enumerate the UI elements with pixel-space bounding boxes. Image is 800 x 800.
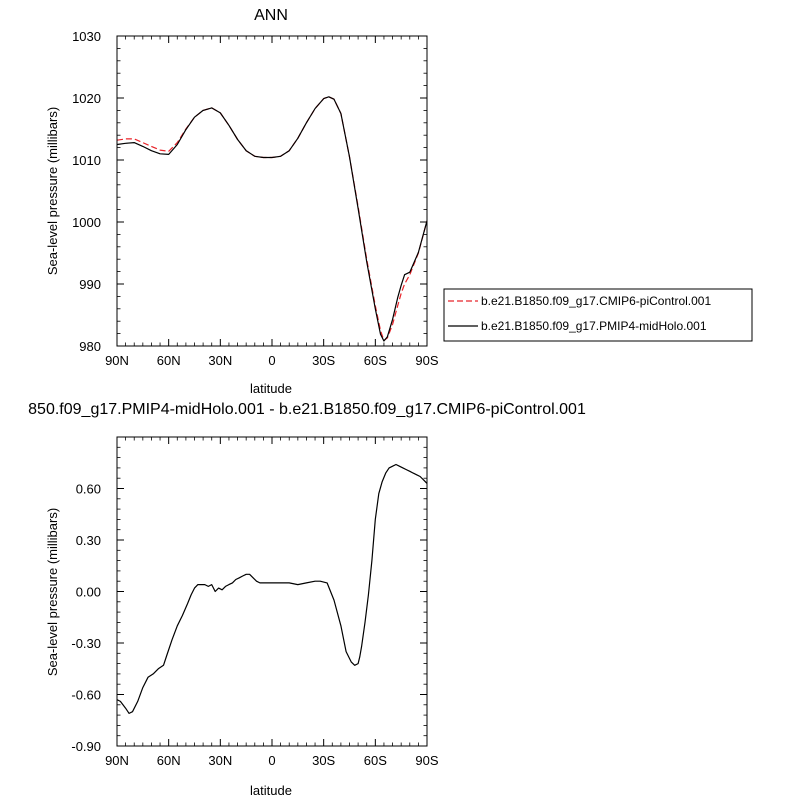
- bottom-series-lines: [116, 463, 428, 715]
- legend-label-midholo: b.e21.B1850.f09_g17.PMIP4-midHolo.001: [481, 319, 707, 333]
- top-y-tick-label: 990: [79, 277, 101, 292]
- bottom-plot-title: 850.f09_g17.PMIP4-midHolo.001 - b.e21.B1…: [28, 401, 586, 418]
- top-plot-frame: [116, 35, 428, 347]
- top-x-tick-label: 90S: [415, 353, 438, 368]
- top-y-tick-label: 980: [79, 339, 101, 354]
- legend-label-picontrol: b.e21.B1850.f09_g17.CMIP6-piControl.001: [481, 294, 711, 308]
- top-series-line-0: [116, 96, 428, 341]
- top-x-tick-label: 30N: [208, 353, 232, 368]
- bottom-x-tick-label: 0: [268, 753, 275, 768]
- top-x-axis-title: latitude: [250, 381, 292, 396]
- bottom-x-tick-label: 90N: [105, 753, 129, 768]
- top-x-tick-label: 30S: [312, 353, 335, 368]
- bottom-x-tick-label: 60N: [157, 753, 181, 768]
- top-y-tick-label: 1010: [72, 153, 101, 168]
- top-series-line-1: [116, 96, 428, 342]
- top-y-tick-label: 1000: [72, 215, 101, 230]
- top-x-tick-label: 60S: [364, 353, 387, 368]
- bottom-y-tick-label: -0.90: [71, 739, 101, 754]
- top-x-tick-label: 90N: [105, 353, 129, 368]
- top-y-tick-label: 1030: [72, 29, 101, 44]
- top-y-axis-title: Sea-level pressure (millibars): [45, 107, 60, 275]
- bottom-x-tick-label: 60S: [364, 753, 387, 768]
- bottom-y-tick-label: 0.00: [76, 585, 101, 600]
- bottom-ticks: [116, 437, 428, 747]
- bottom-y-tick-label: -0.60: [71, 688, 101, 703]
- bottom-x-tick-label: 30S: [312, 753, 335, 768]
- bottom-y-tick-label: -0.30: [71, 636, 101, 651]
- bottom-y-tick-label: 0.60: [76, 482, 101, 497]
- bottom-y-axis-title: Sea-level pressure (millibars): [45, 508, 60, 676]
- bottom-tick-labels: 90N 60N 30N 0 30S 60S 90S -0.90 -0.60 -0.30 0.00 0.…: [71, 482, 439, 769]
- bottom-plot-frame: [116, 436, 428, 747]
- top-legend: b.e21.B1850.f09_g17.CMIP6-piControl.001 …: [443, 288, 753, 342]
- top-ticks: [116, 35, 428, 347]
- top-tick-labels: 90N 60N 30N 0 30S 60S 90S 980 990 1000 1010 1020 103…: [72, 29, 439, 368]
- top-y-tick-label: 1020: [72, 91, 101, 106]
- top-series-lines: [116, 96, 428, 342]
- bottom-x-tick-label: 30N: [208, 753, 232, 768]
- top-x-tick-label: 60N: [157, 353, 181, 368]
- legend-box: [443, 288, 753, 342]
- top-panel: ANN 90N 60N 30N 0 30S 60S 90S 980 990 1000 1010 102…: [45, 7, 753, 396]
- top-x-tick-label: 0: [268, 353, 275, 368]
- bottom-y-tick-label: 0.30: [76, 533, 101, 548]
- bottom-x-axis-title: latitude: [250, 783, 292, 798]
- bottom-panel: 850.f09_g17.PMIP4-midHolo.001 - b.e21.B1…: [28, 401, 586, 798]
- bottom-x-tick-label: 90S: [415, 753, 438, 768]
- top-plot-title: ANN: [254, 7, 288, 24]
- bottom-series-line-0: [116, 463, 428, 715]
